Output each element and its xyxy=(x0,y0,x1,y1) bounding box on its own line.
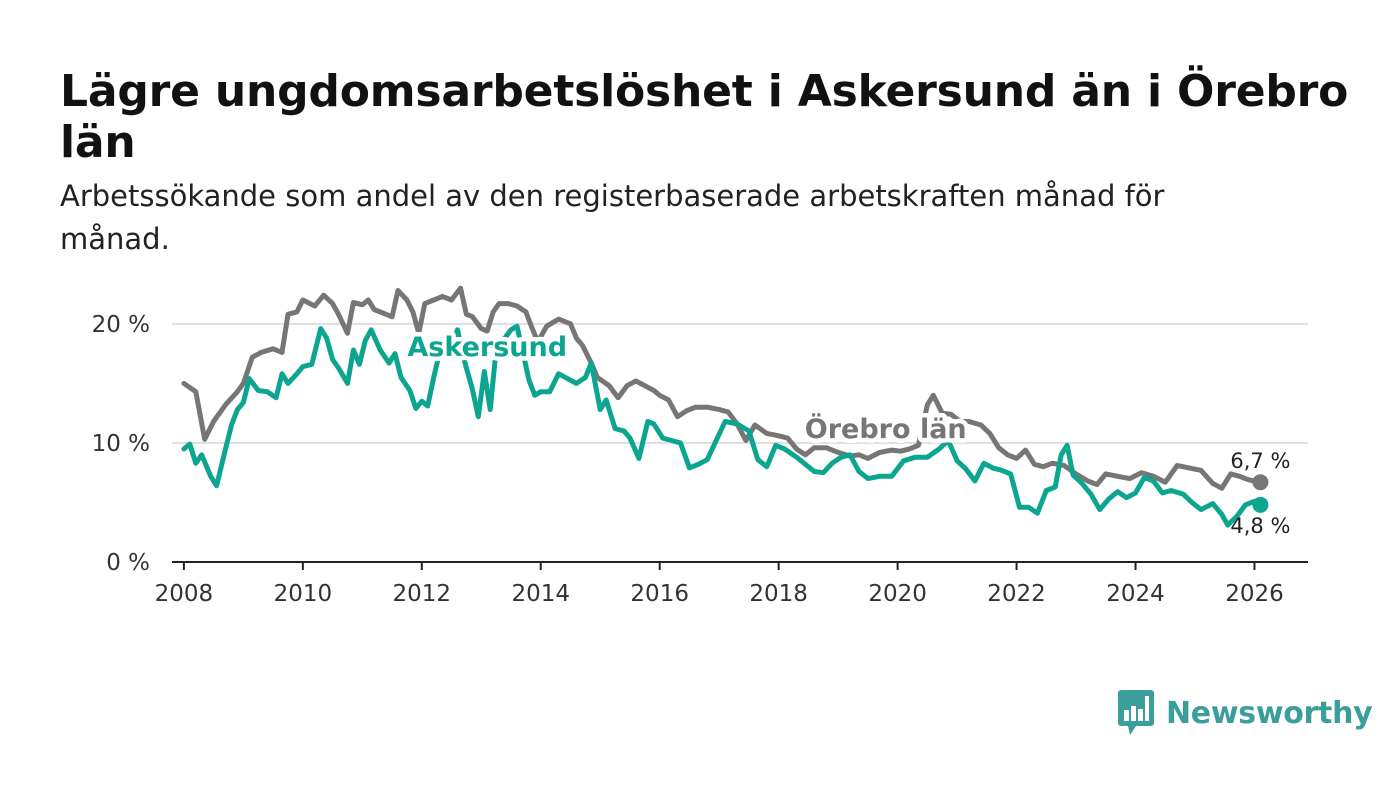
x-tick-label: 2008 xyxy=(155,581,214,607)
series-label-halo-orebro-lan: Örebro län xyxy=(805,412,967,445)
x-tick-label: 2012 xyxy=(393,581,452,607)
series-label-halo-askersund: Askersund xyxy=(407,332,567,363)
x-tick-label: 2026 xyxy=(1225,581,1284,607)
y-tick-label: 0 % xyxy=(106,550,150,576)
end-label-orebro-lan: 6,7 % xyxy=(1230,449,1290,473)
x-tick-label: 2014 xyxy=(511,581,570,607)
series-line-orebro-lan xyxy=(181,285,1263,491)
y-tick-label: 10 % xyxy=(92,431,150,457)
x-tick-label: 2020 xyxy=(868,581,927,607)
end-point-orebro-lan xyxy=(1252,474,1269,491)
series-label-askersund: Askersund xyxy=(407,332,567,363)
newsworthy-logo-icon xyxy=(1118,690,1154,735)
chart-subtitle: Arbetssökande som andel av den registerb… xyxy=(60,179,1165,256)
end-label-askersund: 4,8 % xyxy=(1230,514,1290,538)
brand-name: Newsworthy xyxy=(1166,695,1373,731)
x-tick-label: 2016 xyxy=(630,581,689,607)
x-tick-label: 2010 xyxy=(274,581,333,607)
x-tick-label: 2022 xyxy=(987,581,1046,607)
x-tick-label: 2018 xyxy=(749,581,808,607)
x-tick-label: 2024 xyxy=(1106,581,1165,607)
end-point-askersund xyxy=(1252,496,1269,513)
series-line-askersund xyxy=(181,323,1263,528)
y-tick-label: 20 % xyxy=(92,312,150,338)
series-label-orebro-lan: Örebro län xyxy=(805,412,967,445)
newsworthy-logo[interactable]: Newsworthy xyxy=(1118,689,1373,737)
chart-title: Lägre ungdomsarbetslöshet i Askersund än… xyxy=(60,66,1349,168)
